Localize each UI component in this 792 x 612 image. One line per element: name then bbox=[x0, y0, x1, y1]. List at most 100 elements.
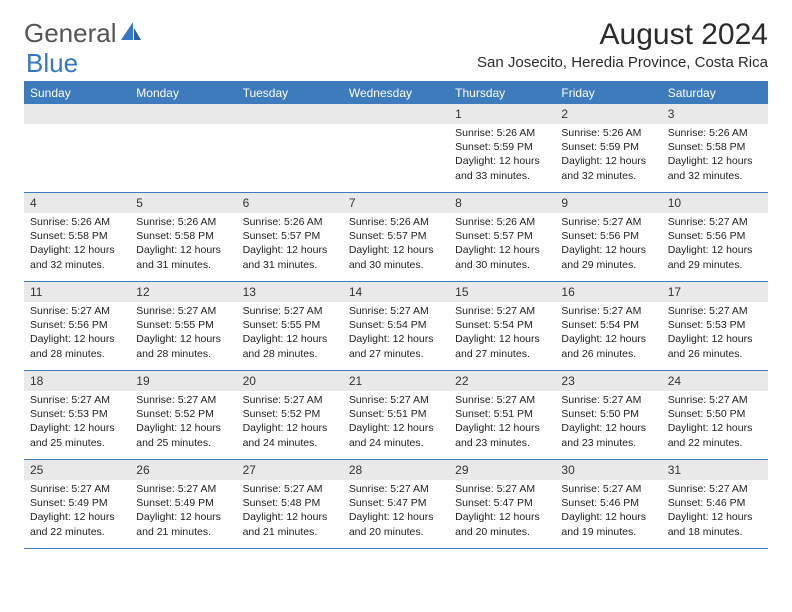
day-body: Sunrise: 5:27 AMSunset: 5:56 PMDaylight:… bbox=[24, 302, 130, 365]
day-number: 18 bbox=[24, 371, 130, 391]
sunrise: Sunrise: 5:26 AM bbox=[30, 215, 124, 229]
daylight: Daylight: 12 hours and 31 minutes. bbox=[243, 243, 337, 271]
sunset: Sunset: 5:54 PM bbox=[349, 318, 443, 332]
day-body: Sunrise: 5:27 AMSunset: 5:56 PMDaylight:… bbox=[662, 213, 768, 276]
sunset: Sunset: 5:58 PM bbox=[30, 229, 124, 243]
sunrise: Sunrise: 5:27 AM bbox=[243, 304, 337, 318]
daylight: Daylight: 12 hours and 20 minutes. bbox=[455, 510, 549, 538]
sunset: Sunset: 5:53 PM bbox=[668, 318, 762, 332]
daylight: Daylight: 12 hours and 30 minutes. bbox=[349, 243, 443, 271]
day-cell bbox=[24, 104, 130, 192]
daylight: Daylight: 12 hours and 26 minutes. bbox=[668, 332, 762, 360]
day-body: Sunrise: 5:27 AMSunset: 5:50 PMDaylight:… bbox=[555, 391, 661, 454]
day-cell: 7Sunrise: 5:26 AMSunset: 5:57 PMDaylight… bbox=[343, 193, 449, 281]
logo: General bbox=[24, 18, 145, 49]
sunrise: Sunrise: 5:27 AM bbox=[243, 482, 337, 496]
day-body: Sunrise: 5:26 AMSunset: 5:59 PMDaylight:… bbox=[449, 124, 555, 187]
day-cell: 29Sunrise: 5:27 AMSunset: 5:47 PMDayligh… bbox=[449, 460, 555, 548]
day-cell: 13Sunrise: 5:27 AMSunset: 5:55 PMDayligh… bbox=[237, 282, 343, 370]
day-cell: 3Sunrise: 5:26 AMSunset: 5:58 PMDaylight… bbox=[662, 104, 768, 192]
daylight: Daylight: 12 hours and 33 minutes. bbox=[455, 154, 549, 182]
day-body: Sunrise: 5:27 AMSunset: 5:55 PMDaylight:… bbox=[130, 302, 236, 365]
week-row: 18Sunrise: 5:27 AMSunset: 5:53 PMDayligh… bbox=[24, 371, 768, 460]
day-number: 13 bbox=[237, 282, 343, 302]
sunrise: Sunrise: 5:27 AM bbox=[30, 304, 124, 318]
sunrise: Sunrise: 5:27 AM bbox=[136, 304, 230, 318]
sunset: Sunset: 5:54 PM bbox=[561, 318, 655, 332]
day-cell: 11Sunrise: 5:27 AMSunset: 5:56 PMDayligh… bbox=[24, 282, 130, 370]
sunset: Sunset: 5:51 PM bbox=[455, 407, 549, 421]
day-number: 31 bbox=[662, 460, 768, 480]
day-number: 25 bbox=[24, 460, 130, 480]
sunset: Sunset: 5:59 PM bbox=[561, 140, 655, 154]
day-body: Sunrise: 5:27 AMSunset: 5:46 PMDaylight:… bbox=[662, 480, 768, 543]
sunset: Sunset: 5:49 PM bbox=[30, 496, 124, 510]
sail-icon bbox=[119, 20, 143, 47]
day-cell: 5Sunrise: 5:26 AMSunset: 5:58 PMDaylight… bbox=[130, 193, 236, 281]
day-body: Sunrise: 5:26 AMSunset: 5:58 PMDaylight:… bbox=[130, 213, 236, 276]
sunrise: Sunrise: 5:27 AM bbox=[30, 482, 124, 496]
daylight: Daylight: 12 hours and 29 minutes. bbox=[561, 243, 655, 271]
day-body: Sunrise: 5:27 AMSunset: 5:54 PMDaylight:… bbox=[555, 302, 661, 365]
week-row: 4Sunrise: 5:26 AMSunset: 5:58 PMDaylight… bbox=[24, 193, 768, 282]
day-body: Sunrise: 5:27 AMSunset: 5:52 PMDaylight:… bbox=[237, 391, 343, 454]
day-cell: 27Sunrise: 5:27 AMSunset: 5:48 PMDayligh… bbox=[237, 460, 343, 548]
sunset: Sunset: 5:57 PM bbox=[455, 229, 549, 243]
sunrise: Sunrise: 5:26 AM bbox=[561, 126, 655, 140]
day-number: 1 bbox=[449, 104, 555, 124]
sunrise: Sunrise: 5:27 AM bbox=[561, 393, 655, 407]
day-cell: 22Sunrise: 5:27 AMSunset: 5:51 PMDayligh… bbox=[449, 371, 555, 459]
week-row: 1Sunrise: 5:26 AMSunset: 5:59 PMDaylight… bbox=[24, 104, 768, 193]
week-row: 11Sunrise: 5:27 AMSunset: 5:56 PMDayligh… bbox=[24, 282, 768, 371]
logo-text-general: General bbox=[24, 18, 117, 49]
day-number: 14 bbox=[343, 282, 449, 302]
day-cell: 24Sunrise: 5:27 AMSunset: 5:50 PMDayligh… bbox=[662, 371, 768, 459]
daylight: Daylight: 12 hours and 20 minutes. bbox=[349, 510, 443, 538]
sunset: Sunset: 5:47 PM bbox=[349, 496, 443, 510]
sunset: Sunset: 5:59 PM bbox=[455, 140, 549, 154]
day-number: 21 bbox=[343, 371, 449, 391]
sunset: Sunset: 5:46 PM bbox=[561, 496, 655, 510]
day-cell: 2Sunrise: 5:26 AMSunset: 5:59 PMDaylight… bbox=[555, 104, 661, 192]
sunset: Sunset: 5:47 PM bbox=[455, 496, 549, 510]
day-body: Sunrise: 5:27 AMSunset: 5:48 PMDaylight:… bbox=[237, 480, 343, 543]
daylight: Daylight: 12 hours and 32 minutes. bbox=[561, 154, 655, 182]
daylight: Daylight: 12 hours and 23 minutes. bbox=[455, 421, 549, 449]
weekday-sun: Sunday bbox=[24, 82, 130, 104]
weeks-container: 1Sunrise: 5:26 AMSunset: 5:59 PMDaylight… bbox=[24, 104, 768, 549]
sunset: Sunset: 5:55 PM bbox=[136, 318, 230, 332]
day-number-blank bbox=[130, 104, 236, 124]
sunrise: Sunrise: 5:26 AM bbox=[668, 126, 762, 140]
day-body: Sunrise: 5:27 AMSunset: 5:51 PMDaylight:… bbox=[449, 391, 555, 454]
day-number: 15 bbox=[449, 282, 555, 302]
sunrise: Sunrise: 5:27 AM bbox=[668, 482, 762, 496]
daylight: Daylight: 12 hours and 32 minutes. bbox=[668, 154, 762, 182]
day-body: Sunrise: 5:27 AMSunset: 5:56 PMDaylight:… bbox=[555, 213, 661, 276]
sunrise: Sunrise: 5:27 AM bbox=[136, 393, 230, 407]
sunset: Sunset: 5:50 PM bbox=[668, 407, 762, 421]
sunset: Sunset: 5:56 PM bbox=[30, 318, 124, 332]
day-body: Sunrise: 5:27 AMSunset: 5:50 PMDaylight:… bbox=[662, 391, 768, 454]
sunrise: Sunrise: 5:27 AM bbox=[349, 482, 443, 496]
day-number: 12 bbox=[130, 282, 236, 302]
day-body: Sunrise: 5:26 AMSunset: 5:59 PMDaylight:… bbox=[555, 124, 661, 187]
weekday-fri: Friday bbox=[555, 82, 661, 104]
day-number: 19 bbox=[130, 371, 236, 391]
day-cell bbox=[237, 104, 343, 192]
logo-blue-wrap: Blue bbox=[28, 48, 78, 79]
sunset: Sunset: 5:50 PM bbox=[561, 407, 655, 421]
weekday-mon: Monday bbox=[130, 82, 236, 104]
day-number: 28 bbox=[343, 460, 449, 480]
day-body: Sunrise: 5:26 AMSunset: 5:57 PMDaylight:… bbox=[343, 213, 449, 276]
daylight: Daylight: 12 hours and 26 minutes. bbox=[561, 332, 655, 360]
header: General August 2024 San Josecito, Heredi… bbox=[0, 0, 792, 77]
day-number: 2 bbox=[555, 104, 661, 124]
day-number: 27 bbox=[237, 460, 343, 480]
day-cell: 20Sunrise: 5:27 AMSunset: 5:52 PMDayligh… bbox=[237, 371, 343, 459]
sunset: Sunset: 5:52 PM bbox=[243, 407, 337, 421]
day-number: 8 bbox=[449, 193, 555, 213]
day-body: Sunrise: 5:26 AMSunset: 5:58 PMDaylight:… bbox=[24, 213, 130, 276]
daylight: Daylight: 12 hours and 24 minutes. bbox=[349, 421, 443, 449]
day-cell: 1Sunrise: 5:26 AMSunset: 5:59 PMDaylight… bbox=[449, 104, 555, 192]
day-number: 6 bbox=[237, 193, 343, 213]
